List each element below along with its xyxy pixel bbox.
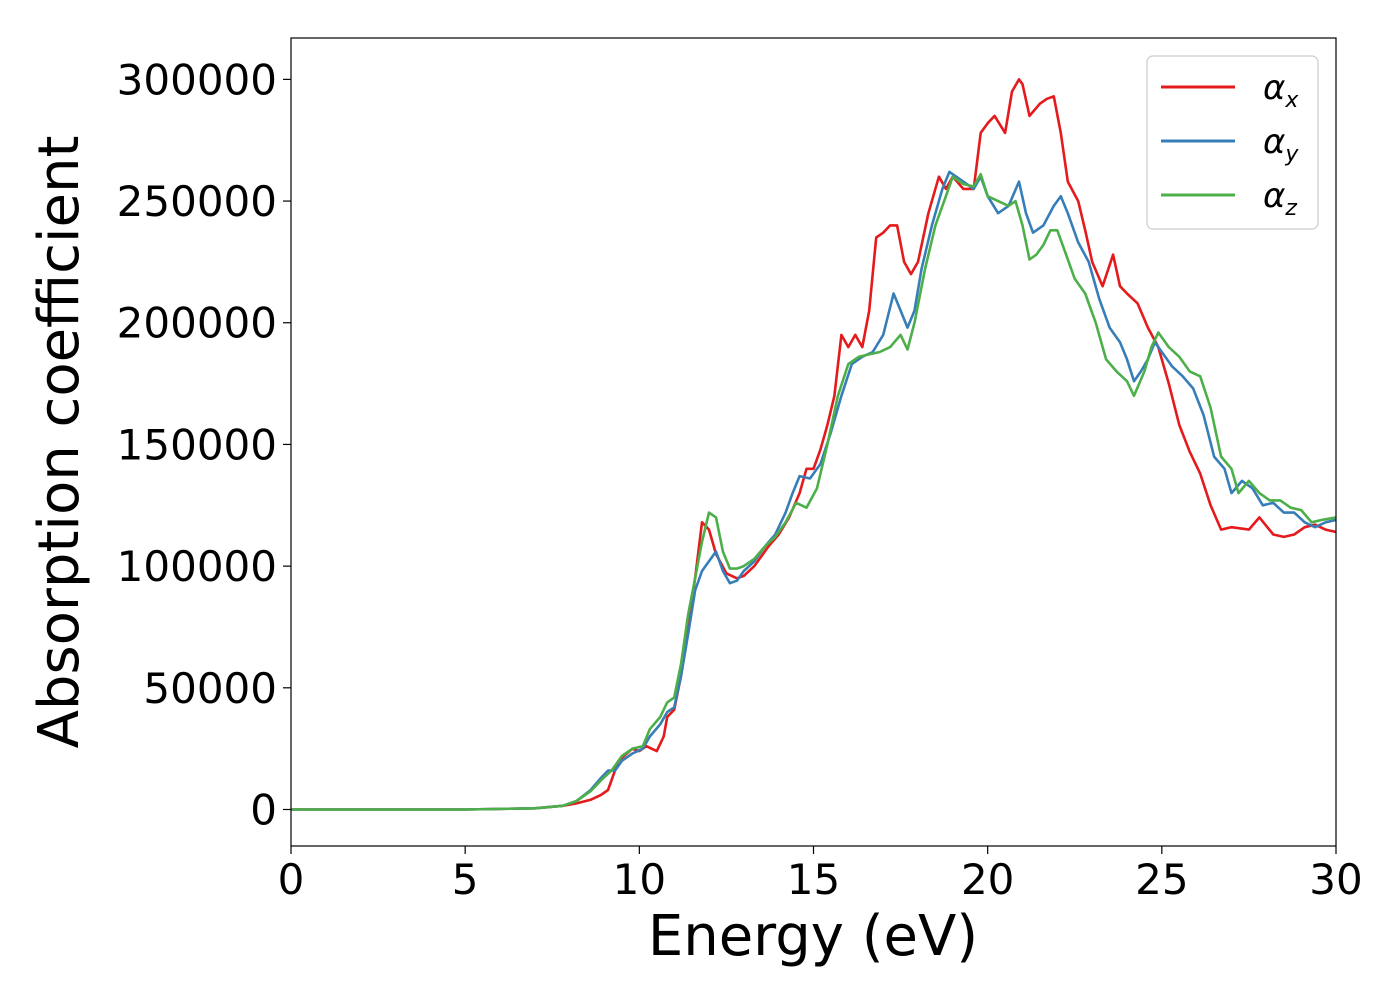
y-axis-label: Absorption coefficient [27, 136, 92, 749]
x-tick-label: 10 [613, 855, 666, 904]
series-layer [291, 78, 1336, 811]
axes-layer: 0 5 10 15 20 25 30 0 50000 100000 150000 200000 2500… [117, 55, 1363, 904]
x-tick-label: 25 [1135, 855, 1188, 904]
x-tick-label: 5 [452, 855, 479, 904]
y-tick-label: 50000 [143, 664, 277, 713]
y-tick-label: 150000 [117, 420, 277, 469]
y-tick-label: 0 [250, 785, 277, 834]
y-tick-label: 100000 [117, 542, 277, 591]
series-line-y [291, 170, 1336, 811]
x-axis-label: Energy (eV) [648, 904, 978, 969]
legend-label-z: αz [1263, 176, 1297, 221]
y-tick-label: 250000 [117, 177, 277, 226]
y-tick-label: 300000 [117, 55, 277, 104]
series-line-x [291, 78, 1336, 811]
legend-label-x: αx [1263, 68, 1299, 113]
y-tick-label: 200000 [117, 299, 277, 348]
x-tick-label: 20 [961, 855, 1014, 904]
legend-label-y: αy [1263, 122, 1299, 167]
series-line-z [291, 173, 1336, 811]
x-tick-label: 0 [278, 855, 305, 904]
x-tick-label: 30 [1309, 855, 1362, 904]
legend: αx αy αz [1146, 55, 1319, 230]
x-tick-label: 15 [787, 855, 840, 904]
